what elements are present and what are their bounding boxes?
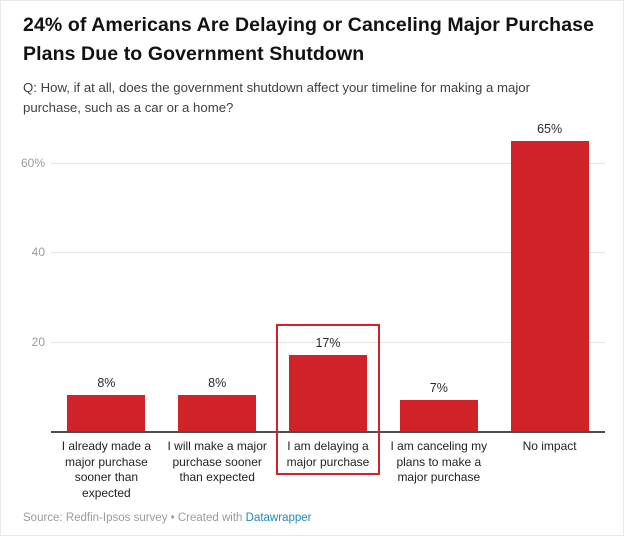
category-label-2: I am delaying a major purchase <box>286 439 370 469</box>
chart-title: 24% of Americans Are Delaying or Canceli… <box>23 14 595 65</box>
y-gridline <box>51 163 605 165</box>
bar-value-label-1: 8% <box>208 376 227 391</box>
bar-0[interactable] <box>67 395 146 431</box>
bar-1[interactable] <box>178 395 257 431</box>
created-with-text: Created with <box>177 512 246 524</box>
bar-3[interactable] <box>399 399 478 431</box>
category-label-1: I will make a major purchase sooner than… <box>167 439 267 484</box>
bar-value-label-0: 8% <box>97 376 116 391</box>
y-axis-tick-label: 40 <box>31 245 45 260</box>
category-label-3: I am canceling my plans to make a major … <box>390 439 488 484</box>
bar-4[interactable] <box>510 140 589 431</box>
footer-separator: • <box>167 512 178 524</box>
chart-footer: Source: Redfin-Ipsos survey • Created wi… <box>23 510 311 526</box>
bar-value-label-4: 65% <box>537 121 563 136</box>
y-axis-tick-label: 60% <box>20 156 45 171</box>
bar-value-label-2: 17% <box>315 336 341 351</box>
y-axis-tick-label: 20 <box>31 334 45 349</box>
category-label-4: No impact <box>522 439 577 453</box>
y-gridline <box>51 252 605 254</box>
category-label-0: I already made a major purchase sooner t… <box>61 439 152 500</box>
bar-2[interactable] <box>289 355 367 431</box>
chart-subtitle: Q: How, if at all, does the government s… <box>23 80 530 115</box>
source-text: Source: Redfin-Ipsos survey <box>23 512 168 524</box>
x-axis-baseline <box>51 431 605 433</box>
y-gridline <box>51 341 605 343</box>
bar-value-label-3: 7% <box>429 380 448 395</box>
datawrapper-link[interactable]: Datawrapper <box>245 512 312 524</box>
